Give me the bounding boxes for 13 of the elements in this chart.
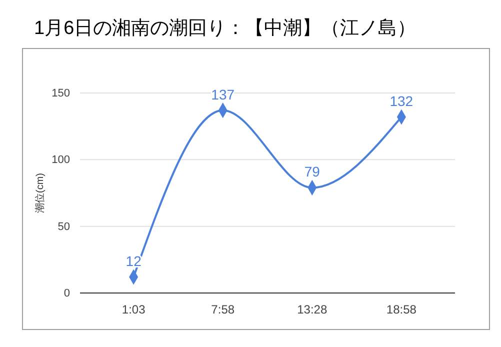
y-tick-label: 100: [52, 154, 70, 166]
x-tick-label: 1:03: [122, 302, 146, 317]
data-label: 137: [211, 86, 235, 102]
x-tick-label: 7:58: [211, 302, 235, 317]
data-label: 132: [390, 93, 414, 109]
x-tick-label: 13:28: [297, 302, 328, 317]
x-tick-label: 18:58: [386, 302, 417, 317]
y-tick-label: 150: [52, 88, 70, 100]
chart-title: 1月6日の湘南の潮回り：【中潮】（江ノ島）: [34, 18, 416, 39]
data-label: 79: [304, 164, 320, 180]
y-tick-label: 0: [64, 288, 70, 300]
y-axis-title: 潮位(cm): [34, 173, 46, 213]
y-tick-label: 50: [58, 220, 70, 233]
